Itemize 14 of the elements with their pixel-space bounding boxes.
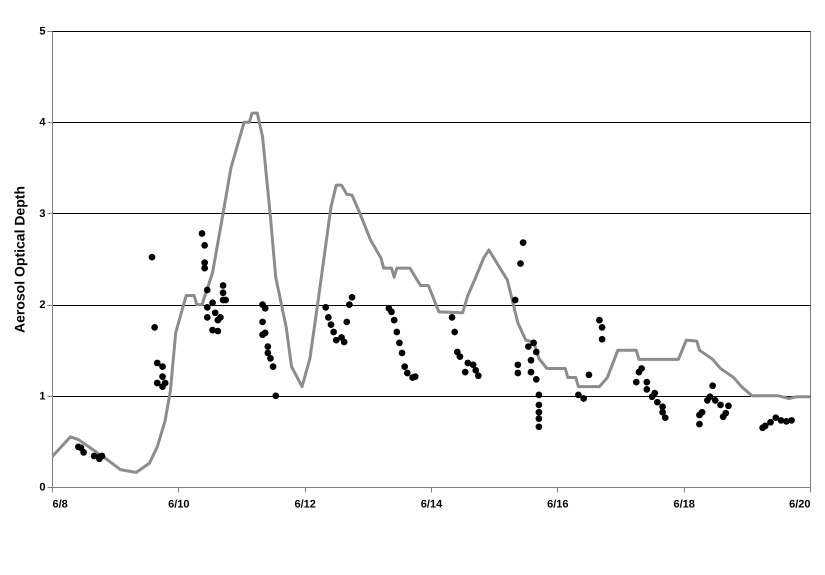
y-axis-title: Aerosol Optical Depth [11, 186, 28, 334]
y-tick-label: 5 [39, 26, 46, 38]
x-tick-label: 6/8 [52, 498, 68, 510]
x-tick-label: 6/12 [294, 498, 316, 510]
x-tick-label: 6/10 [168, 498, 190, 510]
x-tick-label: 6/18 [673, 498, 695, 510]
y-tick-label: 3 [39, 208, 46, 220]
x-tick-label: 6/20 [789, 498, 810, 510]
y-tick-label: 2 [39, 299, 46, 312]
x-tick-label: 6/14 [420, 498, 444, 510]
y-tick-label: 4 [39, 116, 46, 129]
y-tick-label: 0 [39, 482, 46, 494]
x-tick-label: 6/16 [547, 498, 569, 510]
y-tick-label: 1 [39, 390, 46, 402]
